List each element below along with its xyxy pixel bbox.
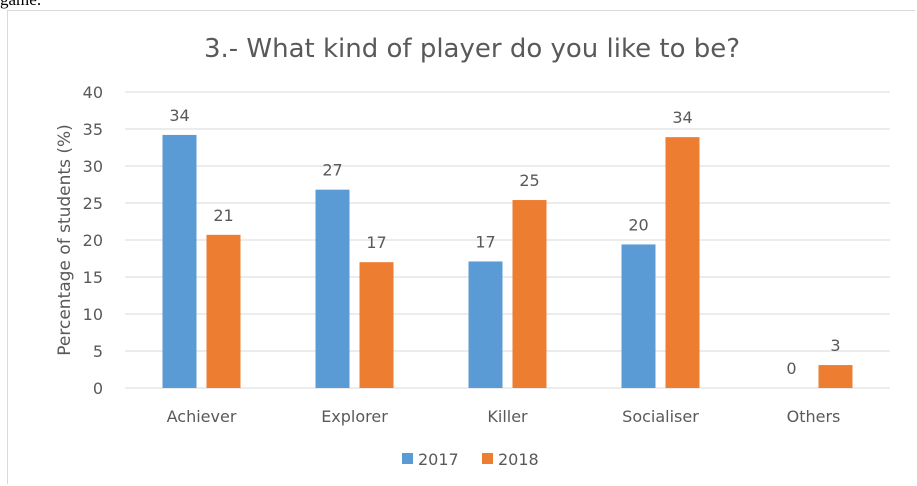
data-label: 25 (519, 171, 539, 190)
y-tick-label: 30 (83, 157, 103, 176)
bar-2017-socialiser (621, 244, 656, 388)
bar-2018-killer (512, 200, 547, 388)
data-label: 20 (628, 215, 648, 234)
x-tick-label: Achiever (167, 407, 237, 426)
legend-swatch-2017 (402, 453, 413, 464)
data-label: 17 (366, 233, 386, 252)
data-label: 0 (786, 359, 796, 378)
y-tick-labels: 0 5 10 15 20 25 30 35 40 (83, 83, 103, 398)
bar-2017-explorer (315, 189, 350, 388)
data-label: 34 (169, 106, 189, 125)
bars (162, 134, 853, 388)
y-tick-label: 5 (93, 342, 103, 361)
y-tick-label: 15 (83, 268, 103, 287)
data-labels: 34 21 27 17 17 25 20 34 0 3 (169, 106, 840, 378)
bar-2017-achiever (162, 134, 197, 388)
data-label: 3 (830, 336, 840, 355)
x-tick-labels: Achiever Explorer Killer Socialiser Others (167, 407, 841, 426)
x-tick-label: Others (787, 407, 841, 426)
y-tick-label: 10 (83, 305, 103, 324)
chart-title: 3.- What kind of player do you like to b… (204, 34, 740, 64)
bar-2018-others (818, 365, 853, 388)
y-tick-label: 25 (83, 194, 103, 213)
y-tick-label: 40 (83, 83, 103, 102)
data-label: 21 (213, 206, 233, 225)
legend: 2017 2018 (402, 450, 539, 469)
gridlines (125, 91, 890, 389)
y-tick-label: 20 (83, 231, 103, 250)
bar-2018-explorer (359, 262, 394, 388)
chart-frame (7, 10, 915, 484)
y-tick-label: 0 (93, 379, 103, 398)
legend-label: 2018 (498, 450, 539, 469)
data-label: 34 (672, 108, 692, 127)
data-label: 27 (322, 161, 342, 180)
legend-label: 2017 (418, 450, 459, 469)
data-label: 17 (475, 232, 495, 251)
bar-2018-socialiser (665, 137, 700, 388)
y-tick-label: 35 (83, 120, 103, 139)
legend-swatch-2018 (482, 453, 493, 464)
y-axis-label: Percentage of students (%) (55, 124, 75, 356)
header-fragment: game. (0, 0, 41, 10)
x-tick-label: Killer (487, 407, 528, 426)
bar-2018-achiever (206, 234, 241, 388)
x-tick-label: Socialiser (622, 407, 699, 426)
x-tick-label: Explorer (321, 407, 388, 426)
bar-2017-killer (468, 261, 503, 388)
